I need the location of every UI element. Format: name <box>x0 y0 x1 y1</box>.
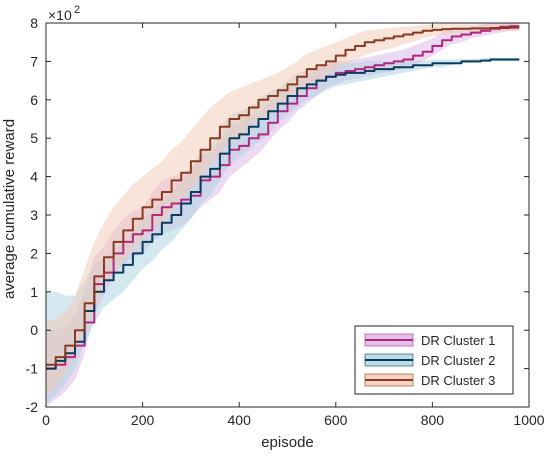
plot-area <box>46 23 520 407</box>
line-cluster-1 <box>46 25 520 370</box>
confidence-bands <box>46 23 520 407</box>
legend: DR Cluster 1 DR Cluster 2 DR Cluster 3 <box>354 325 514 395</box>
x-tick-label: 0 <box>42 412 50 428</box>
legend-label: DR Cluster 1 <box>421 333 495 348</box>
y-axis-ticks: -2 -1 0 1 2 3 4 5 6 7 8 <box>26 15 529 415</box>
multiplier-base: ×10 <box>48 7 72 23</box>
y-tick-label: 0 <box>30 322 38 338</box>
y-tick-label: 8 <box>30 15 38 31</box>
x-tick-label: 600 <box>324 412 348 428</box>
x-axis-label: episode <box>261 434 314 451</box>
y-axis-multiplier: ×10 2 <box>48 4 80 23</box>
series-lines <box>46 25 520 370</box>
x-tick-label: 800 <box>421 412 445 428</box>
multiplier-exponent: 2 <box>74 4 80 16</box>
line-cluster-3 <box>46 26 520 366</box>
y-axis-label: average cumulative reward <box>1 119 18 299</box>
y-tick-label: 3 <box>30 207 38 223</box>
y-tick-label: -1 <box>26 361 39 377</box>
band-cluster-3 <box>46 23 520 396</box>
x-tick-label: 200 <box>131 412 155 428</box>
y-tick-label: 1 <box>30 284 38 300</box>
y-tick-label: -2 <box>26 399 39 415</box>
legend-label: DR Cluster 2 <box>421 353 495 368</box>
line-cluster-2 <box>46 58 520 370</box>
y-tick-label: 7 <box>30 53 38 69</box>
x-tick-label: 1000 <box>513 412 544 428</box>
x-tick-label: 400 <box>228 412 252 428</box>
y-tick-label: 2 <box>30 245 38 261</box>
y-tick-label: 6 <box>30 92 38 108</box>
y-tick-label: 4 <box>30 169 38 185</box>
y-tick-label: 5 <box>30 130 38 146</box>
x-axis-ticks: 0 200 400 600 800 1000 <box>42 23 545 428</box>
legend-label: DR Cluster 3 <box>421 373 495 388</box>
